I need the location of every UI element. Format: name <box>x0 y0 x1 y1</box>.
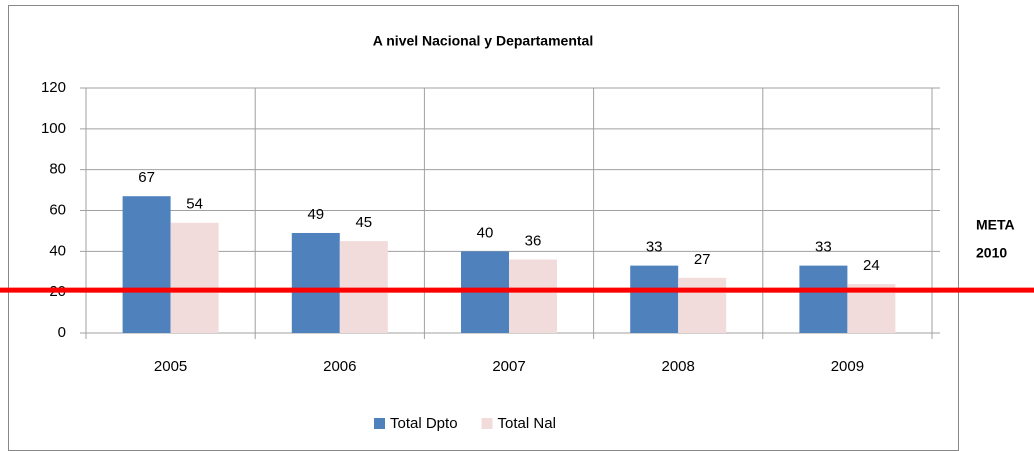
bar <box>799 265 848 333</box>
x-tick-label: 2007 <box>492 358 525 375</box>
bar <box>678 277 727 333</box>
bar <box>291 232 340 333</box>
x-tick-label: 2006 <box>323 358 356 375</box>
value-label: 27 <box>694 251 711 268</box>
y-tick-label: 80 <box>49 161 66 178</box>
legend-label: Total Dpto <box>390 415 458 432</box>
x-tick-label: 2005 <box>154 358 187 375</box>
value-label: 54 <box>186 196 203 213</box>
chart-title: A nivel Nacional y Departamental <box>373 33 593 49</box>
y-tick-label: 100 <box>41 120 66 137</box>
target-label: META <box>976 217 1015 233</box>
y-tick-label: 40 <box>49 242 66 259</box>
bar <box>170 222 219 333</box>
value-label: 36 <box>525 232 542 249</box>
value-label: 33 <box>646 239 663 256</box>
value-label: 45 <box>355 214 372 231</box>
y-tick-label: 0 <box>58 324 66 341</box>
value-label: 24 <box>863 257 880 274</box>
bar <box>122 196 171 333</box>
x-tick-label: 2008 <box>662 358 695 375</box>
value-label: 49 <box>307 206 324 223</box>
bar <box>630 265 679 333</box>
target-label: 2010 <box>976 245 1007 261</box>
y-tick-label: 60 <box>49 201 66 218</box>
y-tick-label: 120 <box>41 79 66 96</box>
legend-label: Total Nal <box>498 415 556 432</box>
bar <box>339 241 388 333</box>
legend-swatch <box>374 418 385 429</box>
value-label: 67 <box>138 169 155 186</box>
x-tick-label: 2009 <box>831 358 864 375</box>
legend-swatch <box>481 418 493 429</box>
value-label: 33 <box>815 239 832 256</box>
bar <box>509 259 557 333</box>
value-label: 40 <box>477 224 494 241</box>
